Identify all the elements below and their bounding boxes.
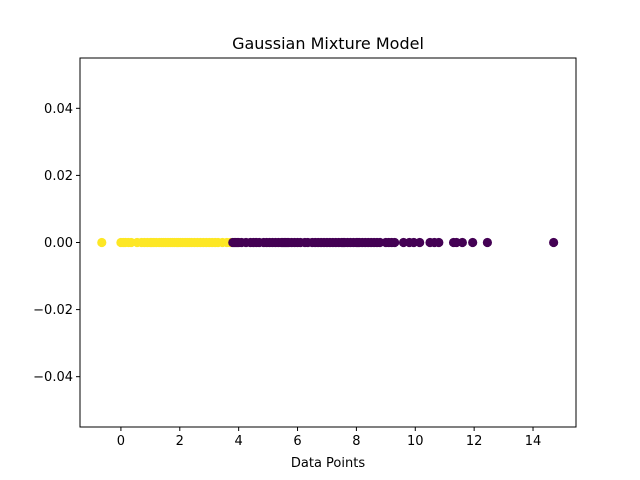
data-point-cluster-1	[482, 237, 492, 248]
data-point-cluster-1	[468, 237, 478, 248]
x-axis: 0 2 4 6 8 10 12 14	[117, 427, 542, 449]
data-point-cluster-1	[457, 237, 467, 248]
cluster-1-series	[228, 237, 559, 248]
points-layer	[97, 237, 559, 248]
data-point-cluster-1	[549, 237, 559, 248]
data-point-cluster-1	[415, 237, 425, 248]
y-tick-label: −0.02	[33, 303, 73, 318]
chart-title: Gaussian Mixture Model	[232, 34, 424, 53]
x-tick-label: 2	[176, 434, 184, 449]
y-tick-label: 0.04	[44, 102, 73, 117]
data-point-cluster-1	[434, 237, 444, 248]
y-tick-label: −0.04	[33, 370, 73, 385]
x-tick-label: 10	[407, 434, 424, 449]
data-point-cluster-0	[97, 237, 107, 248]
y-tick-label: 0.00	[44, 236, 73, 251]
x-tick-label: 8	[352, 434, 360, 449]
x-tick-label: 4	[235, 434, 243, 449]
cluster-0-series	[97, 237, 236, 248]
x-tick-label: 12	[466, 434, 483, 449]
x-axis-label: Data Points	[291, 456, 365, 471]
x-tick-label: 14	[525, 434, 542, 449]
y-tick-label: 0.02	[44, 169, 73, 184]
x-tick-label: 0	[117, 434, 125, 449]
x-tick-label: 6	[293, 434, 301, 449]
y-axis: −0.04 −0.02 0.00 0.02 0.04	[33, 102, 80, 385]
data-point-cluster-1	[390, 237, 400, 248]
